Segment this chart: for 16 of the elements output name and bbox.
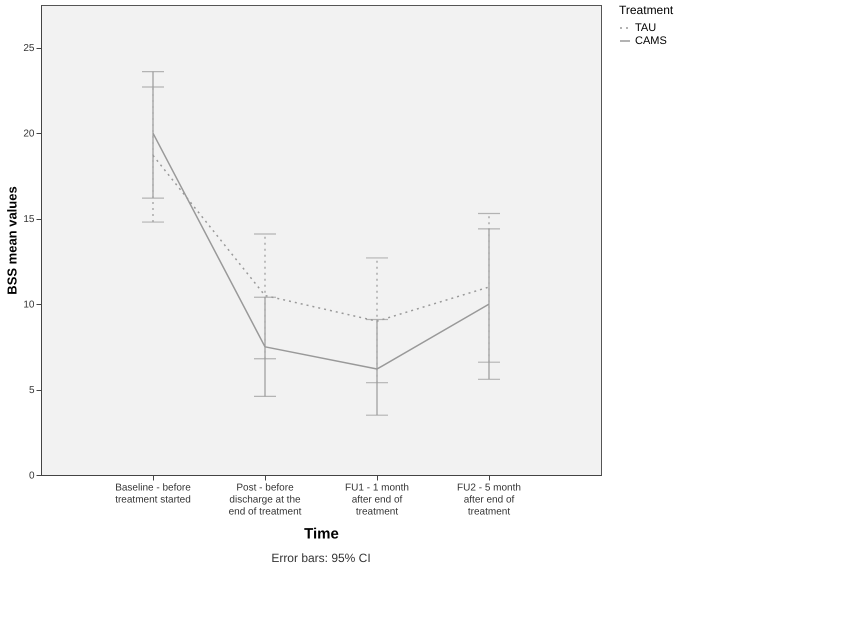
- x-tick-label: Baseline - before treatment started: [115, 482, 192, 506]
- y-tick-label: 15: [23, 214, 35, 226]
- x-tick-label: FU2 - 5 month after end of treatment: [457, 482, 521, 518]
- legend-label: CAMS: [635, 35, 667, 47]
- x-tick-label: FU1 - 1 month after end of treatment: [345, 482, 409, 518]
- x-axis-title: Time: [304, 526, 339, 542]
- y-tick-label: 10: [23, 300, 35, 311]
- y-tick-label: 20: [23, 128, 35, 140]
- legend-title: Treatment: [619, 3, 674, 17]
- y-axis-title: BSS mean values: [4, 186, 20, 295]
- y-tick-label: 5: [28, 385, 35, 396]
- y-tick-label: 25: [23, 43, 35, 54]
- x-tick-label: Post - before discharge at the end of treatment: [228, 482, 302, 518]
- legend-label: TAU: [635, 22, 656, 34]
- text: Error bars: 95% CI: [271, 551, 371, 565]
- y-tick-label: 0: [28, 470, 35, 482]
